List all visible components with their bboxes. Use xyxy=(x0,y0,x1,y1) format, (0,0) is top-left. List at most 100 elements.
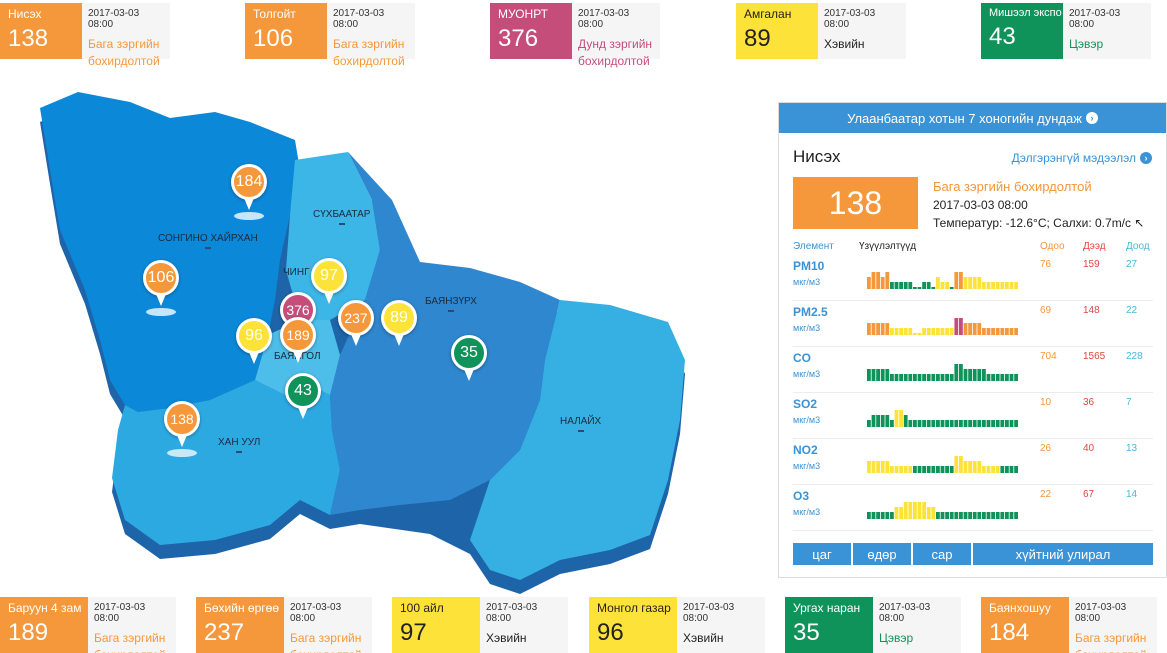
col-element: Элемент xyxy=(793,241,834,252)
map-marker[interactable]: 184 xyxy=(231,164,271,220)
sparkline-bar xyxy=(936,328,940,335)
station-date: 2017-03-03 08:00 xyxy=(683,602,735,624)
sparkline-bar xyxy=(986,466,991,473)
pollutant-name: PM2.5 xyxy=(793,305,828,319)
pollutant-row: PM10 мкг/м3 76 159 27 xyxy=(793,255,1153,301)
sparkline-bar xyxy=(959,364,963,381)
sparkline-bar xyxy=(890,466,894,473)
map-marker[interactable]: 138 xyxy=(164,401,204,457)
aqi-value: 184 xyxy=(989,619,1030,646)
sparkline-bar xyxy=(876,512,880,519)
station-card-nisekh[interactable]: Нисэх 138 2017-03-03 08:00 Бага зэргийн … xyxy=(0,3,170,68)
pollutant-sparkline xyxy=(867,502,1018,519)
station-card-tolgoit[interactable]: Толгойт 106 2017-03-03 08:00 Бага зэргий… xyxy=(245,3,415,68)
sparkline-bar xyxy=(972,461,977,473)
sparkline-bar xyxy=(1005,466,1009,473)
more-info-link[interactable]: Дэлгэрэнгүй мэдээлэл › xyxy=(1012,151,1152,165)
value-now: 69 xyxy=(1040,305,1052,316)
sparkline-bar xyxy=(945,420,949,427)
station-card-muonrt[interactable]: МУОНРТ 376 2017-03-03 08:00 Дунд зэргийн… xyxy=(490,3,660,68)
district-name: ЧИНГ xyxy=(283,267,310,278)
station-status: Бага зэргийн бохирдолтой xyxy=(290,631,362,653)
value-low: 228 xyxy=(1126,351,1143,362)
city-map[interactable]: СОНГИНО ХАЙРХАН СҮХБААТАР ЧИНГ БАЯНЗҮРХ … xyxy=(0,80,700,600)
station-card-baruun-4-zam[interactable]: Баруун 4 зам 189 2017-03-03 08:00 Бага з… xyxy=(0,597,176,653)
map-marker[interactable]: 89 xyxy=(381,300,421,346)
map-marker[interactable]: 106 xyxy=(143,260,183,316)
value-now: 704 xyxy=(1040,351,1057,362)
marker-aqi: 89 xyxy=(381,300,417,336)
period-button-month[interactable]: сар xyxy=(913,543,971,565)
sparkline-bar xyxy=(963,277,968,289)
map-marker[interactable]: 96 xyxy=(236,318,276,364)
station-date: 2017-03-03 08:00 xyxy=(578,8,630,30)
weather-text: Температур: -12.6°C; Салхи: 0.7m/с xyxy=(933,216,1132,230)
sparkline-bar xyxy=(968,461,972,473)
sparkline-bar xyxy=(949,287,954,289)
pollutant-unit: мкг/м3 xyxy=(793,461,821,471)
period-button-cold-season[interactable]: хүйтний улирал xyxy=(973,543,1153,565)
map-marker[interactable]: 97 xyxy=(311,258,351,304)
sparkline-bar xyxy=(913,420,917,427)
pollutant-unit: мкг/м3 xyxy=(793,507,821,517)
value-now: 76 xyxy=(1040,259,1052,270)
station-name: Нисэх xyxy=(8,7,42,21)
station-card-mongol-gazar[interactable]: Монгол газар 96 2017-03-03 08:00 Хэвийн xyxy=(589,597,765,653)
pollutant-row: CO мкг/м3 704 1565 228 xyxy=(793,347,1153,393)
pollutant-sparkline xyxy=(867,364,1018,381)
sparkline-bar xyxy=(1005,328,1009,335)
sparkline-bar xyxy=(936,466,940,473)
station-info: 2017-03-03 08:00 Бага зэргийн бохирдолто… xyxy=(82,3,170,68)
map-marker[interactable]: 35 xyxy=(451,335,491,381)
station-card-bokhiin-urguu[interactable]: Бөхийн өргөө 237 2017-03-03 08:00 Бага з… xyxy=(196,597,372,653)
sparkline-bar xyxy=(890,374,894,381)
station-card-100-ail[interactable]: 100 айл 97 2017-03-03 08:00 Хэвийн xyxy=(392,597,568,653)
pollutant-row: PM2.5 мкг/м3 69 148 22 xyxy=(793,301,1153,347)
sparkline-bar xyxy=(959,456,963,473)
pollutant-name: SO2 xyxy=(793,397,818,411)
period-button-hour[interactable]: цаг xyxy=(793,543,851,565)
sparkline-bar xyxy=(949,420,954,427)
col-high: Дээд xyxy=(1083,241,1106,252)
district-name: НАЛАЙХ xyxy=(560,416,602,427)
station-card-bayankhoshuu[interactable]: Баянхошуу 184 2017-03-03 08:00 Бага зэрг… xyxy=(981,597,1157,653)
pollutant-unit: мкг/м3 xyxy=(793,323,821,333)
panel-header[interactable]: Улаанбаатар хотын 7 хоногийн дундаж › xyxy=(779,103,1166,133)
station-card-amgalan[interactable]: Амгалан 89 2017-03-03 08:00 Хэвийн xyxy=(736,3,906,59)
station-status: Хэвийн xyxy=(486,631,527,645)
sparkline-bar xyxy=(949,328,954,335)
value-low: 7 xyxy=(1126,397,1132,408)
sparkline-bar xyxy=(1005,282,1009,289)
aqi-value: 96 xyxy=(597,619,624,646)
period-button-day[interactable]: өдөр xyxy=(853,543,911,565)
station-card-urgakh-naran[interactable]: Ургах наран 35 2017-03-03 08:00 Цэвэр xyxy=(785,597,961,653)
marker-aqi: 43 xyxy=(285,373,321,409)
sparkline-bar xyxy=(871,415,876,427)
sparkline-bar xyxy=(991,512,995,519)
marker-aqi: 184 xyxy=(231,164,267,200)
map-marker[interactable]: 237 xyxy=(338,300,378,346)
sparkline-bar xyxy=(913,287,917,289)
sparkline-bar xyxy=(922,502,926,519)
district-name: БАЯНЗҮРХ xyxy=(425,296,477,307)
marker-aqi: 106 xyxy=(143,260,179,296)
sparkline-bar xyxy=(982,466,986,473)
sparkline-bar xyxy=(954,364,959,381)
sparkline-bar xyxy=(949,512,954,519)
sparkline-bar xyxy=(963,512,968,519)
wind-arrow-icon: ↖ xyxy=(1134,216,1145,230)
sparkline-bar xyxy=(876,369,880,381)
sparkline-bar xyxy=(1009,328,1014,335)
station-card-misheel-expo[interactable]: Мишээл экспо 43 2017-03-03 08:00 Цэвэр xyxy=(981,3,1151,59)
panel-aqi-value: 138 xyxy=(793,177,918,229)
sparkline-bar xyxy=(903,466,908,473)
sparkline-bar xyxy=(1014,420,1018,427)
map-marker[interactable]: 43 xyxy=(285,373,325,419)
sparkline-bar xyxy=(977,512,982,519)
value-high: 40 xyxy=(1083,443,1095,454)
map-marker[interactable]: 189 xyxy=(280,317,320,363)
station-date: 2017-03-03 08:00 xyxy=(94,602,146,624)
station-info: 2017-03-03 08:00 Бага зэргийн бохирдолто… xyxy=(1069,597,1157,653)
sparkline-bar xyxy=(885,272,890,289)
aqi-badge: Бөхийн өргөө 237 xyxy=(196,597,284,653)
